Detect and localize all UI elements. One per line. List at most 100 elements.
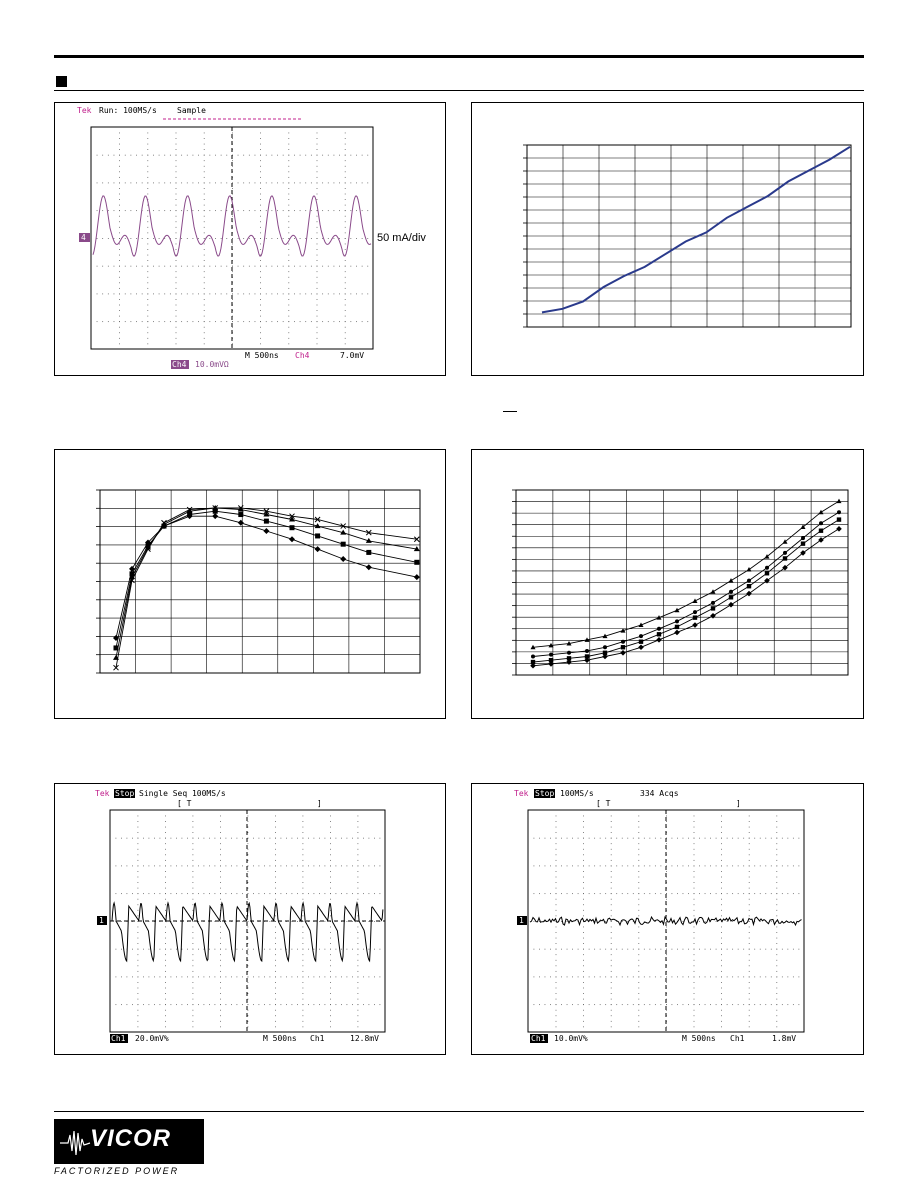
scope-1-grid-dot [265, 321, 267, 323]
scope-5-grid-dot [286, 948, 287, 950]
scope-6-grid-dot [550, 865, 551, 867]
scope-6-grid-dot [748, 898, 750, 900]
scope-1-grid-dot [344, 215, 346, 217]
scope-1-grid-dot [147, 193, 149, 195]
scope-5-grid-dot [220, 1026, 221, 1028]
scope-5-grid-dot [324, 921, 326, 922]
scope-5-grid-dot [275, 837, 276, 839]
scope-6-grid-dot [737, 948, 739, 950]
scope-1-grid-dot [147, 149, 149, 150]
scope-1-grid-dot [288, 276, 290, 278]
scope-5-grid-dot [357, 926, 359, 928]
scope-6-grid-dot [555, 1020, 557, 1022]
scope-6-grid-dot [660, 976, 662, 978]
scope-6-grid-dot [616, 948, 618, 950]
chart-4-point [548, 642, 554, 648]
scope-6-grid-dot [533, 837, 535, 839]
scope-6-grid-dot [704, 865, 706, 867]
scope-5-grid-dot [214, 921, 216, 922]
scope-1-grid-dot [158, 293, 160, 295]
scope-1-grid-dot [175, 232, 177, 234]
scope-6-grid-dot [721, 859, 722, 861]
scope-1-grid-dot [367, 265, 369, 267]
scope-5-grid-dot [220, 865, 221, 867]
scope-1-grid-dot [299, 293, 301, 295]
scope-5-grid-dot [357, 871, 359, 872]
scope-5-grid-dot [335, 948, 337, 950]
scope-1-grid-dot [198, 210, 199, 212]
scope-6-grid-dot [583, 915, 584, 917]
scope-6-grid-dot [610, 1009, 612, 1011]
scope-1-grid-dot [119, 332, 120, 334]
scope-1-grid-dot [316, 226, 318, 228]
scope-5-grid-dot [220, 871, 221, 872]
scope-1-grid-dot [294, 293, 295, 295]
scope-6-grid-dot [776, 1009, 778, 1011]
scope-5-grid-dot [242, 865, 243, 867]
scope-6-grid-dot [776, 898, 778, 900]
scope-6-grid-dot [693, 965, 695, 967]
scope-1-grid-dot [367, 210, 369, 212]
scope-6-grid-dot [677, 837, 678, 839]
scope-5-grid-dot [154, 893, 155, 895]
scope-panel-6: Tek Stop 100MS/s 334 Acqs [ T ] 1 Ch1 10… [471, 783, 864, 1055]
scope-1-grid-dot [299, 321, 301, 323]
scope-5-brand: Tek [95, 789, 110, 798]
scope-5-grid-dot [297, 865, 298, 867]
scope-1-grid-dot [175, 315, 177, 317]
scope-1-grid-dot [277, 293, 278, 295]
scope-1-grid-dot [344, 315, 346, 317]
scope-1-grid-dot [102, 210, 104, 212]
scope-1-grid [96, 132, 369, 345]
scope-5-grid-dot [247, 898, 249, 900]
chart-4-point [603, 645, 607, 650]
scope-5-grid-dot [192, 821, 194, 822]
scope-5-grid-dot [214, 948, 216, 950]
scope-6-grid-dot [748, 965, 750, 967]
scope-5-grid-dot [330, 965, 331, 967]
scope-5-grid-dot [253, 837, 254, 839]
scope-5-grid-dot [275, 843, 276, 845]
scope-5-grid-dot [291, 976, 293, 978]
scope-6-grid-dot [561, 893, 562, 895]
scope-5-grid-dot [330, 970, 331, 972]
scope-1-grid-dot [260, 215, 261, 217]
scope-6-grid-dot [721, 987, 722, 989]
scope-6-grid-dot [638, 871, 640, 872]
chart-3-point [366, 549, 372, 555]
scope-1-grid-dot [305, 210, 307, 212]
scope-6-grid-dot [748, 1020, 750, 1022]
scope-5-grid-dot [319, 948, 320, 950]
scope-5-grid-dot [275, 871, 276, 872]
scope-6-grid-dot [544, 976, 546, 978]
scope-1-grid-dot [260, 154, 261, 156]
scope-6-grid-dot [654, 948, 656, 950]
scope-6-grid-dot [638, 937, 640, 939]
chart-3-point [340, 541, 346, 547]
scope-6-grid-dot [748, 821, 750, 822]
scope-1-grid-dot [119, 210, 120, 212]
scope-1-grid-dot [175, 238, 177, 239]
scope-5-grid-dot [209, 865, 210, 867]
scope-6-grid-dot [732, 921, 734, 922]
scope-5-grid-dot [159, 865, 161, 867]
scope-6-grid-dot [737, 1004, 739, 1006]
scope-6-grid-dot [583, 948, 584, 950]
scope-6-grid-dot [732, 865, 734, 867]
scope-5-grid-dot [291, 837, 293, 839]
scope-1-grid-dot [277, 154, 278, 156]
scope-1-grid-dot [169, 182, 171, 184]
scope-1-grid-dot [164, 293, 166, 295]
scope-5-grid-dot [203, 1004, 205, 1006]
chart-3-point [145, 539, 151, 546]
scope-6-grid-dot [643, 921, 645, 922]
scope-5-grid-dot [137, 982, 139, 983]
chart-4-point [549, 652, 553, 657]
scope-1-grid-dot [141, 293, 143, 295]
scope-5-grid-dot [275, 993, 276, 994]
scope-1-grid-dot [147, 143, 149, 145]
scope-1-grid-dot [288, 310, 290, 311]
scope-6-grid-dot [555, 893, 557, 895]
scope-6-grid-dot [649, 976, 651, 978]
scope-6-grid-dot [715, 865, 717, 867]
